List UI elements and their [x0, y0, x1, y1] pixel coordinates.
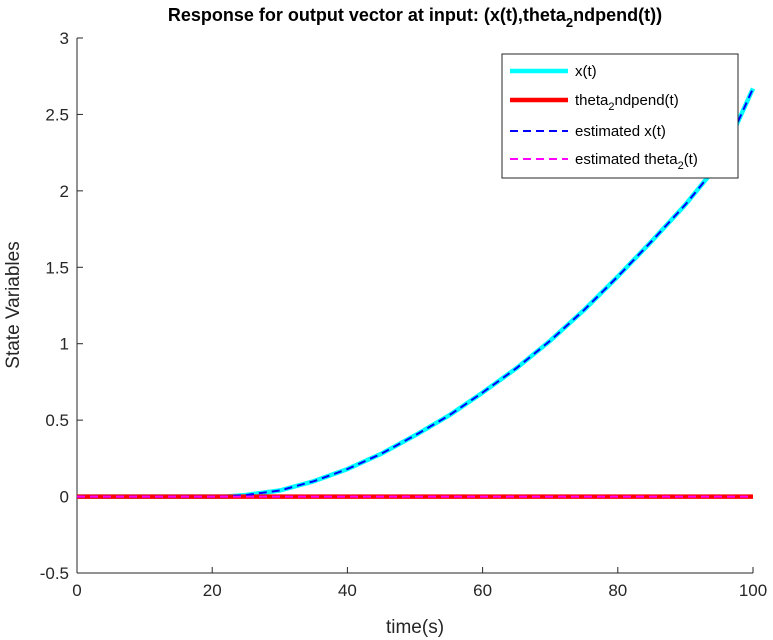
- y-tick-label: 1: [60, 335, 69, 354]
- x-tick-label: 100: [739, 581, 767, 600]
- x-tick-label: 40: [338, 581, 357, 600]
- legend-label-3: estimated theta2(t): [575, 151, 698, 172]
- x-tick-label: 20: [203, 581, 222, 600]
- y-tick-label: 0.5: [45, 411, 69, 430]
- series-line-2: [77, 87, 754, 498]
- legend-box: [501, 53, 739, 179]
- legend-label-0: x(t): [575, 63, 597, 80]
- y-tick-label: 3: [60, 29, 69, 48]
- x-tick-label: 60: [473, 581, 492, 600]
- series-layer: [77, 87, 756, 499]
- y-axis-label: State Variables: [3, 241, 24, 368]
- tick-labels: 0 20 40 60 80 100-0.500.511.522.53: [40, 29, 767, 600]
- legend-label-2: estimated x(t): [575, 123, 666, 140]
- x-tick-label: 0: [72, 581, 81, 600]
- y-tick-label: -0.5: [40, 564, 69, 583]
- y-tick-label: 2: [60, 182, 69, 201]
- x-tick-label: 80: [608, 581, 627, 600]
- y-tick-label: 1.5: [45, 258, 69, 277]
- y-tick-label: 2.5: [45, 105, 69, 124]
- y-tick-label: 0: [60, 488, 69, 507]
- x-axis-label: time(s): [386, 617, 444, 638]
- axes: [76, 37, 754, 574]
- legend: x(t) theta2ndpend(t) estimated x(t) estimat…: [501, 53, 739, 179]
- chart-title: Response for output vector at input: (x(…: [168, 5, 662, 30]
- legend-label-1: theta2ndpend(t): [575, 92, 679, 113]
